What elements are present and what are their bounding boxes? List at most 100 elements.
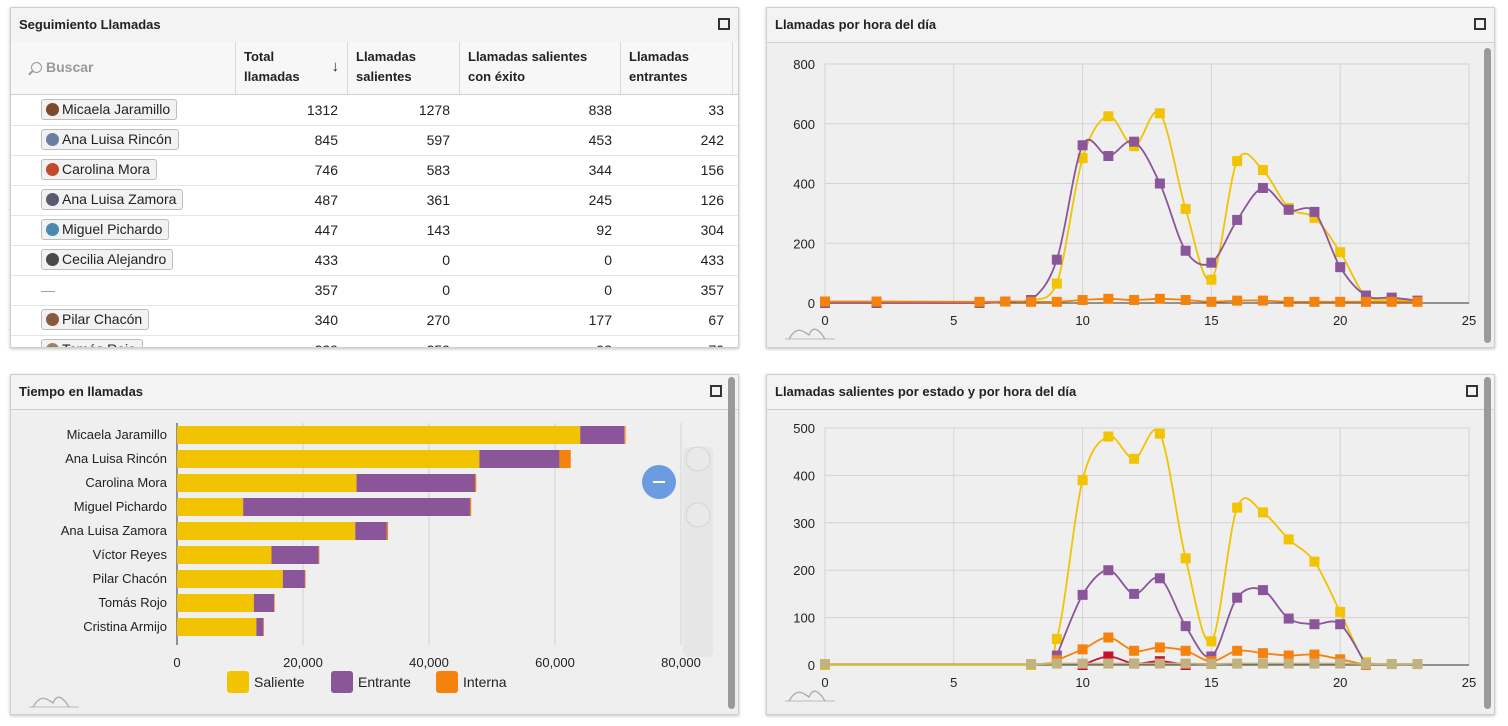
cell-total-calls: 845 bbox=[314, 132, 338, 148]
data-point bbox=[1412, 296, 1423, 307]
cell-successful-outgoing: 92 bbox=[596, 222, 612, 238]
data-point bbox=[1154, 642, 1165, 653]
bar-segment bbox=[177, 618, 257, 636]
data-point bbox=[1257, 165, 1268, 176]
data-point bbox=[1232, 214, 1243, 225]
data-point bbox=[1386, 659, 1397, 670]
cell-successful-outgoing: 0 bbox=[604, 282, 612, 298]
cell-successful-outgoing: 344 bbox=[588, 162, 612, 178]
data-point bbox=[1154, 573, 1165, 584]
table-row[interactable]: Miguel Pichardo 447 143 92 304 bbox=[11, 215, 738, 246]
agent-chip[interactable]: Cecilia Alejandro bbox=[41, 249, 174, 270]
avatar bbox=[46, 163, 59, 176]
cell-successful-outgoing: 838 bbox=[588, 102, 612, 118]
cell-outgoing-calls: 143 bbox=[426, 222, 450, 238]
table-row[interactable]: Pilar Chacón 340 270 177 67 bbox=[11, 305, 738, 336]
data-point bbox=[1309, 212, 1320, 223]
y-tick-label: 400 bbox=[793, 177, 815, 192]
legend-label: Saliente bbox=[254, 674, 305, 690]
data-point bbox=[1335, 247, 1346, 258]
table-row[interactable]: Tomás Rojo 329 259 93 70 bbox=[11, 335, 738, 347]
agent-chip[interactable]: Tomás Rojo bbox=[41, 339, 143, 347]
cell-total-calls: 746 bbox=[314, 162, 338, 178]
legend-swatch bbox=[331, 671, 353, 693]
column-label-line: Llamadas salientes bbox=[468, 49, 588, 64]
column-label-line: Llamadas bbox=[356, 49, 416, 64]
bar-segment bbox=[271, 546, 319, 564]
expand-icon[interactable] bbox=[1466, 385, 1478, 397]
data-point bbox=[1206, 636, 1217, 647]
agent-chip[interactable]: Ana Luisa Rincón bbox=[41, 129, 179, 150]
legend-label: Interna bbox=[463, 674, 507, 690]
scrollbar[interactable] bbox=[1484, 377, 1491, 709]
table-row[interactable]: Micaela Jaramillo 1312 1278 838 33 bbox=[11, 95, 738, 126]
x-tick-label: 25 bbox=[1462, 313, 1476, 328]
x-tick-label: 15 bbox=[1204, 313, 1218, 328]
y-tick-label: 800 bbox=[793, 57, 815, 72]
cell-total-calls: 487 bbox=[314, 192, 338, 208]
column-total-calls[interactable]: Total llamadas ↓ bbox=[236, 42, 348, 94]
panel-title: Llamadas salientes por estado y por hora… bbox=[775, 384, 1077, 399]
panel-header: Tiempo en llamadas bbox=[11, 375, 738, 410]
scrollbar[interactable] bbox=[1484, 48, 1491, 343]
data-point bbox=[1103, 293, 1114, 304]
column-label-line: entrantes bbox=[629, 69, 688, 84]
panel-header: Llamadas salientes por estado y por hora… bbox=[767, 375, 1494, 410]
table-row[interactable]: Ana Luisa Rincón 845 597 453 242 bbox=[11, 125, 738, 156]
data-point bbox=[1180, 203, 1191, 214]
agent-chip[interactable]: Miguel Pichardo bbox=[41, 219, 170, 240]
data-point bbox=[1154, 108, 1165, 119]
x-tick-label: 5 bbox=[950, 313, 957, 328]
search-input[interactable]: Buscar bbox=[31, 57, 93, 77]
data-point bbox=[1232, 592, 1243, 603]
data-point bbox=[1309, 206, 1320, 217]
unassigned-agent: — bbox=[41, 282, 55, 298]
data-point bbox=[1026, 296, 1037, 307]
scrollbar[interactable] bbox=[728, 377, 735, 709]
expand-icon[interactable] bbox=[710, 385, 722, 397]
data-point bbox=[1154, 428, 1165, 439]
column-outgoing-calls[interactable]: Llamadas salientes bbox=[348, 42, 460, 94]
data-point bbox=[871, 296, 882, 307]
data-point bbox=[1283, 650, 1294, 661]
logo-wave bbox=[788, 690, 826, 702]
panel-header: Llamadas por hora del día bbox=[767, 8, 1494, 43]
data-point bbox=[1309, 649, 1320, 660]
column-incoming-calls[interactable]: Llamadas entrantes bbox=[621, 42, 733, 94]
x-tick-label: 10 bbox=[1075, 675, 1089, 690]
table-row[interactable]: — 357 0 0 357 bbox=[11, 275, 738, 306]
table-row[interactable]: Cecilia Alejandro 433 0 0 433 bbox=[11, 245, 738, 276]
data-point bbox=[1206, 296, 1217, 307]
bar-segment bbox=[282, 570, 305, 588]
expand-icon[interactable] bbox=[718, 18, 730, 30]
column-label-line: Total bbox=[244, 49, 275, 64]
y-tick-label: 200 bbox=[793, 236, 815, 251]
agent-chip[interactable]: Micaela Jaramillo bbox=[41, 99, 178, 120]
agent-chip[interactable]: Ana Luisa Zamora bbox=[41, 189, 184, 210]
bar-segment bbox=[356, 474, 475, 492]
data-point bbox=[1154, 293, 1165, 304]
panel-title: Tiempo en llamadas bbox=[19, 384, 144, 399]
table-row[interactable]: Ana Luisa Zamora 487 361 245 126 bbox=[11, 185, 738, 216]
x-tick-label: 20,000 bbox=[283, 655, 323, 670]
category-label: Víctor Reyes bbox=[93, 547, 168, 562]
data-point bbox=[1232, 645, 1243, 656]
data-point bbox=[1180, 621, 1191, 632]
table-row[interactable]: Carolina Mora 746 583 344 156 bbox=[11, 155, 738, 186]
category-label: Cristina Armijo bbox=[83, 619, 167, 634]
data-point bbox=[1103, 658, 1114, 669]
sort-arrow-icon[interactable]: ↓ bbox=[331, 58, 340, 75]
agent-chip[interactable]: Carolina Mora bbox=[41, 159, 157, 180]
cell-total-calls: 329 bbox=[315, 342, 338, 347]
cell-outgoing-calls: 361 bbox=[426, 192, 450, 208]
data-point bbox=[1077, 140, 1088, 151]
agent-name: Cecilia Alejandro bbox=[62, 251, 167, 267]
avatar bbox=[46, 253, 59, 266]
avatar bbox=[46, 313, 59, 326]
bar-segment bbox=[253, 594, 275, 612]
cell-outgoing-calls: 0 bbox=[442, 282, 450, 298]
column-successful-outgoing[interactable]: Llamadas salientes con éxito bbox=[460, 42, 621, 94]
expand-icon[interactable] bbox=[1474, 18, 1486, 30]
agent-chip[interactable]: Pilar Chacón bbox=[41, 309, 150, 330]
y-tick-label: 400 bbox=[793, 468, 815, 483]
